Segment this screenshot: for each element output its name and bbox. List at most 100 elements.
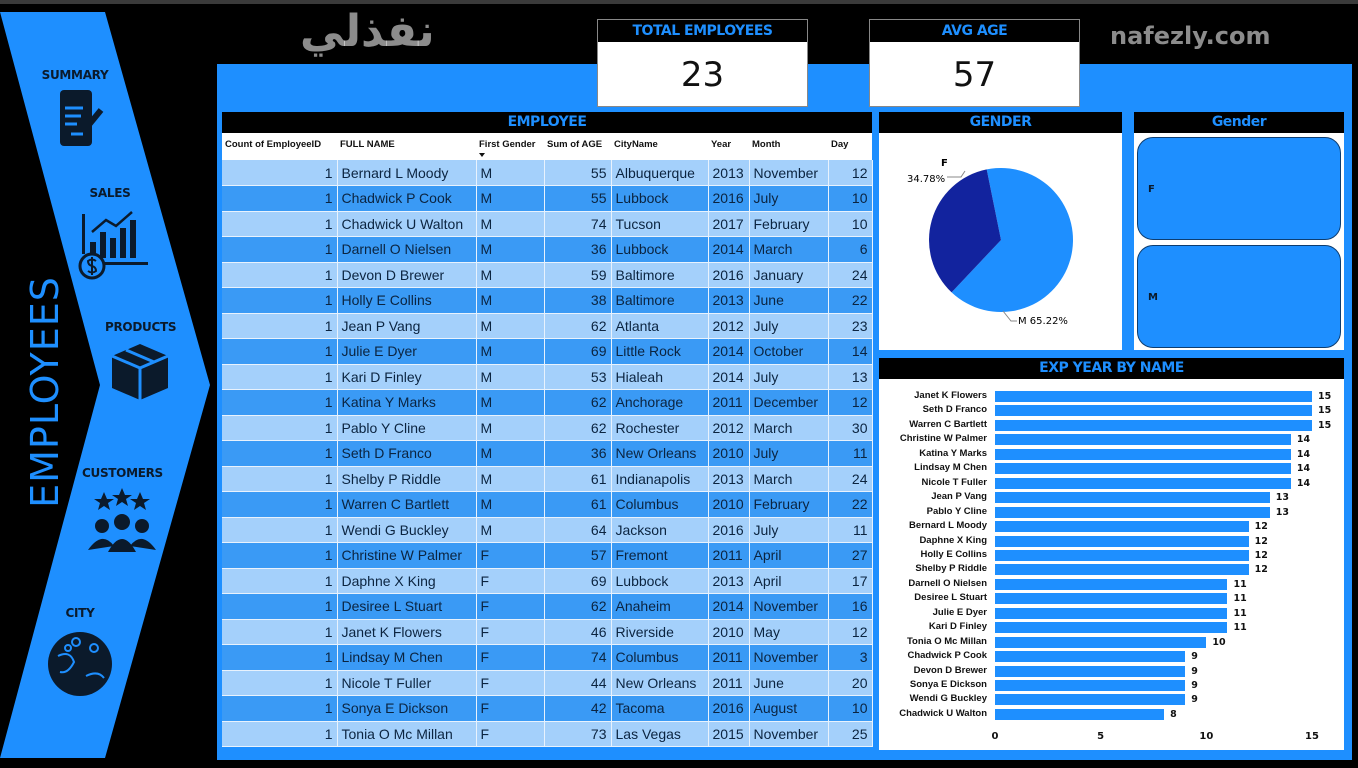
nav-products[interactable]: PRODUCTS xyxy=(105,320,176,408)
table-row[interactable]: 1 Desiree L Stuart F 62 Anaheim 2014 November 1… xyxy=(222,593,873,620)
bar[interactable] xyxy=(995,651,1186,663)
table-cell: March xyxy=(749,466,829,492)
table-row[interactable]: 1 Pablo Y Cline M 62 Rochester 2012 March 30 xyxy=(222,415,873,441)
table-cell: M xyxy=(476,313,545,339)
table-cell: Julie E Dyer xyxy=(337,338,477,365)
column-header[interactable]: Count of EmployeeID xyxy=(222,133,337,160)
slicer-option-f[interactable]: F xyxy=(1137,137,1341,240)
table-cell: 6 xyxy=(828,236,873,263)
bar[interactable] xyxy=(995,521,1249,533)
table-row[interactable]: 1 Darnell O Nielsen M 36 Lubbock 2014 March 6 xyxy=(222,236,873,263)
column-header[interactable]: CityName xyxy=(611,133,708,160)
column-header[interactable]: Year xyxy=(708,133,749,160)
table-cell: 16 xyxy=(828,593,873,620)
table-row[interactable]: 1 Jean P Vang M 62 Atlanta 2012 July 23 xyxy=(222,313,873,339)
document-edit-icon xyxy=(60,90,104,146)
bar-label: Seth D Franco xyxy=(922,404,987,416)
table-cell: 1 xyxy=(222,211,338,237)
table-row[interactable]: 1 Holly E Collins M 38 Baltimore 2013 June 22 xyxy=(222,287,873,314)
bar[interactable] xyxy=(995,391,1312,402)
bar-label: Sonya E Dickson xyxy=(909,679,987,690)
table-cell: 1 xyxy=(222,287,338,314)
bar[interactable] xyxy=(995,708,1165,720)
bar[interactable] xyxy=(995,477,1291,489)
bar[interactable] xyxy=(995,434,1291,446)
table-cell: 46 xyxy=(544,619,612,645)
bar[interactable] xyxy=(995,622,1228,634)
x-tick-label: 5 xyxy=(1097,731,1105,742)
table-row[interactable]: 1 Christine W Palmer F 57 Fremont 2011 April 27 xyxy=(222,542,873,569)
table-cell: 62 xyxy=(544,593,612,620)
table-row[interactable]: 1 Chadwick U Walton M 74 Tucson 2017 February 1… xyxy=(222,211,873,237)
column-header[interactable]: Day xyxy=(828,133,872,160)
bar[interactable] xyxy=(995,680,1186,691)
table-row[interactable]: 1 Seth D Franco M 36 New Orleans 2010 July 11 xyxy=(222,440,873,467)
table-cell: Columbus xyxy=(611,644,709,671)
table-row[interactable]: 1 Daphne X King F 69 Lubbock 2013 April 17 xyxy=(222,568,873,594)
table-cell: 1 xyxy=(222,695,338,722)
sort-desc-icon[interactable] xyxy=(479,153,485,157)
table-row[interactable]: 1 Tonia O Mc Millan F 73 Las Vegas 2015 Novemb… xyxy=(222,721,873,747)
table-cell: 1 xyxy=(222,619,338,645)
table-cell: 42 xyxy=(544,695,612,722)
kpi-label: AVG AGE xyxy=(870,20,1079,42)
table-row[interactable]: 1 Shelby P Riddle M 61 Indianapolis 2013 March… xyxy=(222,466,873,492)
bar[interactable] xyxy=(995,506,1270,518)
bar[interactable] xyxy=(995,593,1228,605)
table-row[interactable]: 1 Wendi G Buckley M 64 Jackson 2016 July 11 xyxy=(222,517,873,543)
bar[interactable] xyxy=(995,463,1291,475)
table-row[interactable]: 1 Sonya E Dickson F 42 Tacoma 2016 August 10 xyxy=(222,695,873,722)
kpi-total-employees: TOTAL EMPLOYEES 23 xyxy=(597,19,808,107)
column-header[interactable]: First Gender xyxy=(476,133,544,160)
bar[interactable] xyxy=(995,448,1291,460)
table-row[interactable]: 1 Bernard L Moody M 55 Albuquerque 2013 Novemb… xyxy=(222,160,873,186)
bar[interactable] xyxy=(995,419,1312,431)
table-cell: 53 xyxy=(544,364,612,390)
table-row[interactable]: 1 Janet K Flowers F 46 Riverside 2010 May 12 xyxy=(222,619,873,645)
bar[interactable] xyxy=(995,405,1312,417)
bar[interactable] xyxy=(995,549,1249,561)
page-title: EMPLOYEES xyxy=(23,276,67,508)
bar[interactable] xyxy=(995,694,1186,706)
bar-value: 15 xyxy=(1318,419,1332,431)
table-cell: Jackson xyxy=(611,517,709,543)
table-cell: Anaheim xyxy=(611,593,709,620)
column-header[interactable]: Sum of AGE xyxy=(544,133,611,160)
table-row[interactable]: 1 Warren C Bartlett M 61 Columbus 2010 Februar… xyxy=(222,491,873,518)
table-row[interactable]: 1 Nicole T Fuller F 44 New Orleans 2011 June 20 xyxy=(222,670,873,696)
table-row[interactable]: 1 Julie E Dyer M 69 Little Rock 2014 October 14 xyxy=(222,338,873,365)
bar[interactable] xyxy=(995,607,1228,619)
bar[interactable] xyxy=(995,578,1228,590)
bar-label: Shelby P Riddle xyxy=(915,563,987,575)
table-cell: Katina Y Marks xyxy=(337,389,477,416)
table-cell: Janet K Flowers xyxy=(337,619,477,645)
nav-sales[interactable]: SALES xyxy=(70,186,150,290)
nav-city[interactable]: CITY xyxy=(44,606,116,702)
bar[interactable] xyxy=(995,636,1207,648)
bar[interactable] xyxy=(995,535,1249,547)
slicer-option-m[interactable]: M xyxy=(1137,245,1341,348)
table-row[interactable]: 1 Chadwick P Cook M 55 Lubbock 2016 July 10 xyxy=(222,185,873,212)
bar[interactable] xyxy=(995,665,1186,677)
table-row[interactable]: 1 Kari D Finley M 53 Hialeah 2014 July 13 xyxy=(222,364,873,390)
table-row[interactable]: 1 Devon D Brewer M 59 Baltimore 2016 January 24 xyxy=(222,262,873,288)
table-cell: 2013 xyxy=(708,160,750,186)
table-cell: Nicole T Fuller xyxy=(337,670,477,696)
nav-summary[interactable]: SUMMARY xyxy=(40,68,110,154)
table-row[interactable]: 1 Katina Y Marks M 62 Anchorage 2011 December 1… xyxy=(222,389,873,416)
bar[interactable] xyxy=(995,564,1249,576)
column-header[interactable]: FULL NAME xyxy=(337,133,476,160)
nav-customers[interactable]: CUSTOMERS xyxy=(82,466,163,560)
table-cell: 36 xyxy=(544,440,612,467)
table-cell: 12 xyxy=(828,619,873,645)
column-header[interactable]: Month xyxy=(749,133,828,160)
bar-label: Lindsay M Chen xyxy=(914,462,987,474)
table-cell: 2013 xyxy=(708,287,750,314)
bar[interactable] xyxy=(995,492,1270,504)
table-cell: F xyxy=(476,542,545,569)
pie-label-m: M 65.22% xyxy=(1018,316,1068,327)
table-cell: July xyxy=(749,440,829,467)
table-cell: July xyxy=(749,185,829,212)
table-row[interactable]: 1 Lindsay M Chen F 74 Columbus 2011 November 3 xyxy=(222,644,873,671)
table-cell: Chadwick P Cook xyxy=(337,185,477,212)
